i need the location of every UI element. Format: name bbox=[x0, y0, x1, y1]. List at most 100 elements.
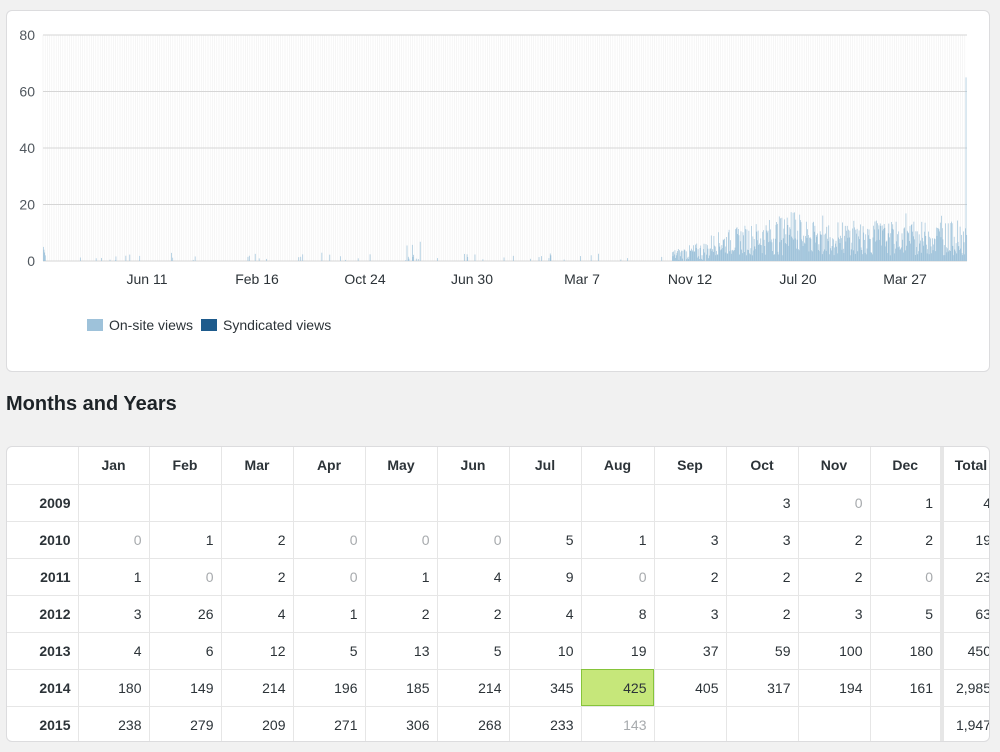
month-cell[interactable]: 405 bbox=[654, 669, 727, 707]
month-cell[interactable]: 4 bbox=[437, 558, 510, 596]
month-cell[interactable]: 317 bbox=[726, 669, 799, 707]
view-bar bbox=[744, 225, 746, 261]
month-cell[interactable]: 1 bbox=[581, 521, 655, 559]
month-cell[interactable]: 12 bbox=[221, 632, 294, 670]
view-bar bbox=[852, 228, 853, 261]
view-bar bbox=[947, 223, 949, 261]
table-row: 2014 180 149 214 196 185 214 345 425 405 317 194 161… bbox=[7, 669, 989, 707]
month-cell[interactable]: 2 bbox=[654, 558, 727, 596]
month-cell[interactable]: 1 bbox=[293, 595, 366, 633]
month-cell[interactable]: 143 bbox=[581, 706, 655, 741]
month-cell[interactable]: 161 bbox=[870, 669, 943, 707]
header-corner bbox=[7, 447, 79, 485]
month-cell[interactable]: 6 bbox=[149, 632, 222, 670]
legend-onsite-label: On-site views bbox=[109, 317, 194, 333]
month-cell[interactable]: 3 bbox=[726, 484, 799, 522]
month-cell[interactable]: 2 bbox=[221, 558, 294, 596]
view-bar bbox=[677, 249, 679, 261]
month-cell[interactable]: 3 bbox=[78, 595, 150, 633]
month-cell[interactable]: 0 bbox=[870, 558, 943, 596]
month-cell[interactable]: 268 bbox=[437, 706, 510, 741]
month-cell[interactable]: 0 bbox=[293, 521, 366, 559]
month-cell[interactable]: 2 bbox=[221, 521, 294, 559]
view-bar bbox=[302, 254, 304, 261]
month-cell[interactable]: 5 bbox=[509, 521, 582, 559]
month-cell[interactable]: 10 bbox=[509, 632, 582, 670]
view-bar bbox=[407, 256, 409, 261]
view-bar bbox=[793, 239, 795, 261]
month-cell[interactable]: 37 bbox=[654, 632, 727, 670]
month-cell[interactable]: 1 bbox=[365, 558, 438, 596]
month-cell[interactable]: 13 bbox=[365, 632, 438, 670]
view-bar bbox=[850, 249, 852, 261]
view-bar bbox=[962, 255, 964, 261]
view-bar bbox=[700, 245, 702, 261]
view-bar bbox=[697, 257, 698, 261]
legend-syndicated[interactable]: Syndicated views bbox=[201, 317, 331, 333]
view-bar bbox=[755, 249, 756, 261]
month-cell[interactable]: 2 bbox=[798, 558, 871, 596]
month-cell[interactable]: 180 bbox=[870, 632, 943, 670]
column-header: Dec bbox=[870, 447, 943, 485]
month-cell[interactable]: 0 bbox=[293, 558, 366, 596]
month-cell[interactable]: 271 bbox=[293, 706, 366, 741]
month-cell[interactable]: 180 bbox=[78, 669, 150, 707]
month-cell[interactable]: 0 bbox=[581, 558, 655, 596]
month-cell[interactable]: 59 bbox=[726, 632, 799, 670]
table-row: 2009 3014 bbox=[7, 484, 989, 522]
month-cell[interactable]: 2 bbox=[726, 595, 799, 633]
month-cell[interactable]: 8 bbox=[581, 595, 655, 633]
view-bar bbox=[712, 251, 714, 261]
view-bar bbox=[863, 232, 865, 261]
month-cell[interactable]: 238 bbox=[78, 706, 150, 741]
month-cell[interactable]: 4 bbox=[78, 632, 150, 670]
month-cell[interactable]: 233 bbox=[509, 706, 582, 741]
month-cell[interactable]: 3 bbox=[654, 595, 727, 633]
legend-onsite[interactable]: On-site views bbox=[87, 317, 193, 333]
month-cell[interactable]: 26 bbox=[149, 595, 222, 633]
month-cell[interactable]: 100 bbox=[798, 632, 871, 670]
month-cell[interactable]: 0 bbox=[798, 484, 871, 522]
view-bar bbox=[763, 230, 764, 261]
view-bar bbox=[944, 255, 946, 261]
view-bar bbox=[837, 222, 839, 261]
month-cell[interactable]: 0 bbox=[149, 558, 222, 596]
view-bar bbox=[937, 227, 938, 261]
month-cell[interactable]: 279 bbox=[149, 706, 222, 741]
month-cell[interactable]: 5 bbox=[870, 595, 943, 633]
month-cell[interactable]: 5 bbox=[293, 632, 366, 670]
month-cell[interactable]: 4 bbox=[509, 595, 582, 633]
view-bar bbox=[693, 245, 694, 261]
month-cell[interactable]: 209 bbox=[221, 706, 294, 741]
view-bar bbox=[548, 258, 550, 261]
month-cell[interactable]: 2 bbox=[437, 595, 510, 633]
month-cell[interactable]: 1 bbox=[870, 484, 943, 522]
month-cell[interactable]: 149 bbox=[149, 669, 222, 707]
month-cell[interactable]: 345 bbox=[509, 669, 582, 707]
month-cell[interactable]: 306 bbox=[365, 706, 438, 741]
month-cell[interactable]: 0 bbox=[437, 521, 510, 559]
month-cell[interactable]: 1 bbox=[78, 558, 150, 596]
month-cell[interactable]: 214 bbox=[437, 669, 510, 707]
view-bar bbox=[684, 250, 686, 261]
month-cell[interactable]: 0 bbox=[365, 521, 438, 559]
month-cell[interactable]: 194 bbox=[798, 669, 871, 707]
month-cell[interactable]: 1 bbox=[149, 521, 222, 559]
month-cell[interactable]: 425 bbox=[581, 669, 655, 707]
month-cell[interactable]: 3 bbox=[654, 521, 727, 559]
month-cell[interactable]: 9 bbox=[509, 558, 582, 596]
month-cell[interactable]: 0 bbox=[78, 521, 150, 559]
month-cell[interactable]: 4 bbox=[221, 595, 294, 633]
view-bar bbox=[723, 240, 725, 261]
month-cell[interactable]: 185 bbox=[365, 669, 438, 707]
month-cell[interactable]: 2 bbox=[365, 595, 438, 633]
month-cell[interactable]: 2 bbox=[798, 521, 871, 559]
month-cell[interactable]: 5 bbox=[437, 632, 510, 670]
month-cell[interactable]: 19 bbox=[581, 632, 655, 670]
month-cell[interactable]: 214 bbox=[221, 669, 294, 707]
month-cell[interactable]: 3 bbox=[798, 595, 871, 633]
month-cell[interactable]: 196 bbox=[293, 669, 366, 707]
month-cell[interactable]: 2 bbox=[870, 521, 943, 559]
month-cell[interactable]: 3 bbox=[726, 521, 799, 559]
month-cell[interactable]: 2 bbox=[726, 558, 799, 596]
